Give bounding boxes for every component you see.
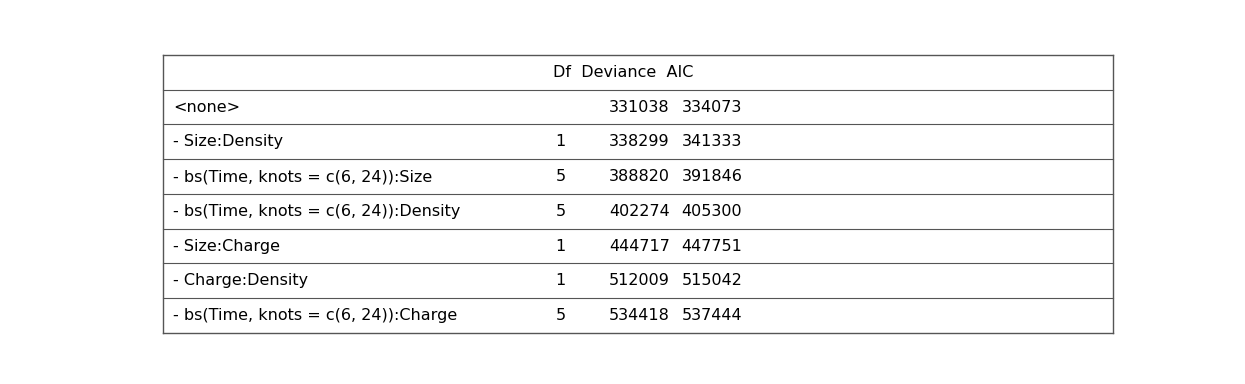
Text: 5: 5 bbox=[555, 308, 565, 323]
Text: 5: 5 bbox=[555, 204, 565, 219]
Text: 405300: 405300 bbox=[681, 204, 742, 219]
Text: - bs(Time, knots = c(6, 24)):Size: - bs(Time, knots = c(6, 24)):Size bbox=[173, 169, 432, 184]
Text: 1: 1 bbox=[555, 238, 565, 253]
Text: Df  Deviance  AIC: Df Deviance AIC bbox=[553, 65, 693, 80]
Text: 334073: 334073 bbox=[681, 99, 742, 114]
Text: 391846: 391846 bbox=[681, 169, 742, 184]
Text: 331038: 331038 bbox=[609, 99, 670, 114]
Text: 534418: 534418 bbox=[609, 308, 670, 323]
Text: 537444: 537444 bbox=[681, 308, 742, 323]
Text: - Charge:Density: - Charge:Density bbox=[173, 273, 308, 288]
Text: <none>: <none> bbox=[173, 99, 240, 114]
Text: 512009: 512009 bbox=[609, 273, 670, 288]
Text: 402274: 402274 bbox=[609, 204, 670, 219]
Text: 5: 5 bbox=[555, 169, 565, 184]
Text: - Size:Charge: - Size:Charge bbox=[173, 238, 280, 253]
Text: - bs(Time, knots = c(6, 24)):Charge: - bs(Time, knots = c(6, 24)):Charge bbox=[173, 308, 457, 323]
Text: 1: 1 bbox=[555, 273, 565, 288]
Text: - Size:Density: - Size:Density bbox=[173, 134, 283, 149]
Text: 338299: 338299 bbox=[609, 134, 670, 149]
Text: 388820: 388820 bbox=[609, 169, 670, 184]
Text: 444717: 444717 bbox=[609, 238, 670, 253]
Text: 447751: 447751 bbox=[681, 238, 742, 253]
Text: 515042: 515042 bbox=[681, 273, 742, 288]
Text: 341333: 341333 bbox=[681, 134, 742, 149]
Text: - bs(Time, knots = c(6, 24)):Density: - bs(Time, knots = c(6, 24)):Density bbox=[173, 204, 461, 219]
Text: 1: 1 bbox=[555, 134, 565, 149]
